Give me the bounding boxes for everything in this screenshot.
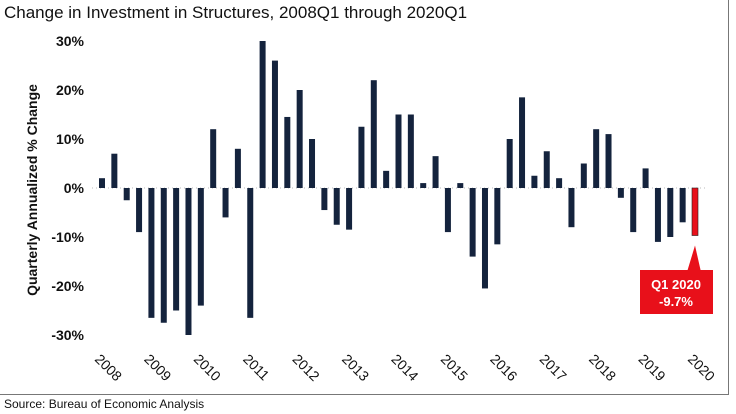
bar <box>395 114 402 188</box>
bar <box>407 114 414 188</box>
bar <box>210 129 217 188</box>
bar <box>481 188 488 289</box>
chart-frame <box>0 0 729 395</box>
bar <box>617 188 624 198</box>
x-tick-label: 2013 <box>339 351 372 384</box>
bar <box>271 60 278 188</box>
bar <box>160 188 167 323</box>
bar <box>469 188 476 257</box>
x-tick-label: 2008 <box>92 351 125 384</box>
bar <box>222 188 229 218</box>
bar <box>234 148 241 188</box>
bar <box>568 188 575 228</box>
bar <box>173 188 180 311</box>
bar <box>506 139 513 188</box>
bar <box>136 188 143 233</box>
bar <box>346 188 353 230</box>
y-tick-label: 10% <box>56 131 85 147</box>
highlight-bar <box>691 187 699 236</box>
bar <box>370 80 377 188</box>
annotation-label: Q1 2020 <box>651 277 701 292</box>
bar <box>420 183 427 188</box>
x-tick-label: 2017 <box>537 351 570 384</box>
y-tick-label: 30% <box>56 33 85 49</box>
bar <box>679 188 686 223</box>
bar <box>247 188 254 318</box>
bar <box>99 178 105 188</box>
x-tick-label: 2018 <box>586 351 619 384</box>
bar <box>185 188 192 335</box>
bar <box>296 90 303 188</box>
x-tick-label: 2019 <box>635 351 668 384</box>
bar <box>259 41 266 188</box>
bar <box>383 170 390 188</box>
bar <box>148 188 155 318</box>
bar <box>321 188 328 211</box>
y-tick-label: -20% <box>51 278 84 294</box>
bar <box>630 188 637 233</box>
annotation-value: -9.7% <box>659 294 693 309</box>
bar <box>432 156 439 188</box>
x-tick-label: 2020 <box>685 351 718 384</box>
x-tick-label: 2012 <box>290 351 323 384</box>
bar <box>309 139 316 188</box>
chart-title: Change in Investment in Structures, 2008… <box>4 3 468 22</box>
x-tick-label: 2014 <box>388 351 421 384</box>
bar <box>457 183 464 188</box>
bar <box>642 168 649 188</box>
bar <box>197 188 204 306</box>
y-axis-label: Quarterly Annualized % Change <box>24 84 40 296</box>
x-tick-label: 2015 <box>438 351 471 384</box>
x-tick-label: 2016 <box>487 351 520 384</box>
bar <box>654 188 661 242</box>
bar <box>531 175 538 188</box>
y-tick-label: -10% <box>51 229 84 245</box>
bar <box>111 153 118 188</box>
bar <box>519 97 526 188</box>
bar <box>123 188 130 201</box>
y-tick-label: 20% <box>56 82 85 98</box>
bar <box>556 178 563 188</box>
x-tick-label: 2010 <box>191 351 224 384</box>
bar <box>543 151 550 188</box>
annotation-pointer <box>687 245 701 272</box>
bar <box>593 129 600 188</box>
bar <box>444 188 451 233</box>
bar <box>494 188 501 245</box>
bar <box>667 188 674 237</box>
bar <box>284 116 291 188</box>
x-tick-label: 2011 <box>240 351 273 384</box>
bar <box>580 163 587 188</box>
bar <box>333 188 340 225</box>
source-note: Source: Bureau of Economic Analysis <box>4 397 205 411</box>
x-tick-label: 2009 <box>141 351 174 384</box>
y-tick-label: -30% <box>51 327 84 343</box>
annotation-box <box>640 270 713 314</box>
bar <box>358 126 365 188</box>
bar <box>605 134 612 188</box>
y-tick-label: 0% <box>64 180 85 196</box>
